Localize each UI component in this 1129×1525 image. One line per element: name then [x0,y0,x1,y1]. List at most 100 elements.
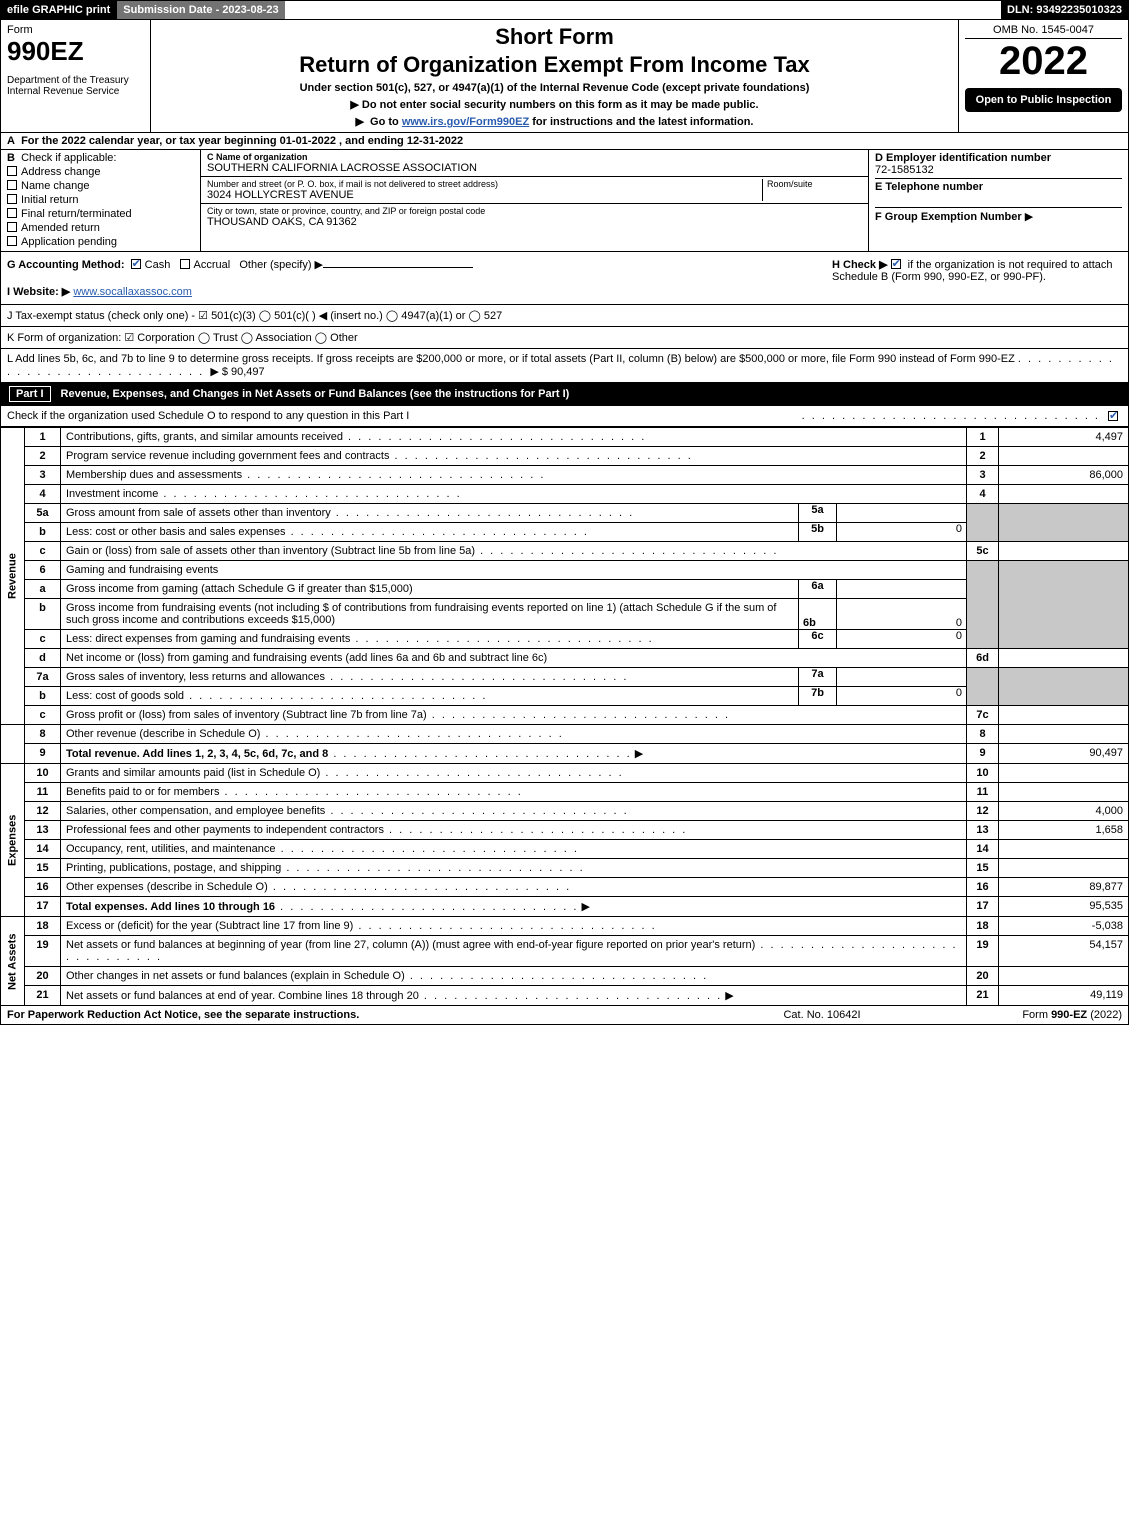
l6-num: 6 [25,561,61,580]
l6-desc: Gaming and fundraising events [61,561,967,580]
l6c-num: c [25,630,61,649]
l7a-ia [836,668,966,686]
part1-table: Revenue 1 Contributions, gifts, grants, … [0,427,1129,1006]
l19-box: 19 [967,936,999,967]
l7b-ia: 0 [836,687,966,705]
c-name-row: C Name of organization SOUTHERN CALIFORN… [201,150,868,177]
l13-num: 13 [25,821,61,840]
c-city-label: City or town, state or province, country… [207,206,862,216]
checkbox-address-change[interactable] [7,166,17,176]
top-bar: efile GRAPHIC print Submission Date - 20… [0,0,1129,20]
l6b-ib: 6b [798,599,836,629]
l7a-num: 7a [25,668,61,687]
dots-icon [405,970,708,982]
l2-box: 2 [967,447,999,466]
l1-amt: 4,497 [999,428,1129,447]
checkbox-schedule-o[interactable] [1108,411,1118,421]
checkbox-name-change[interactable] [7,180,17,190]
g-cash: Cash [145,259,171,271]
l6a-num: a [25,580,61,599]
l14-num: 14 [25,840,61,859]
l7c-box: 7c [967,706,999,725]
c-city-row: City or town, state or province, country… [201,204,868,230]
website-link[interactable]: www.socallaxassoc.com [73,286,192,298]
l12-box: 12 [967,802,999,821]
part1-header: Part I Revenue, Expenses, and Changes in… [0,383,1129,406]
irs-link[interactable]: www.irs.gov/Form990EZ [402,116,529,128]
l21-amt: 49,119 [999,986,1129,1006]
l10-desc: Grants and similar amounts paid (list in… [66,767,320,779]
part1-label: Part I [9,386,51,402]
checkbox-h[interactable] [891,259,901,269]
f-arrow: ▶ [1025,211,1033,223]
l2-amt [999,447,1129,466]
dots-icon [343,431,646,443]
dln-label: DLN: 93492235010323 [1001,1,1128,19]
l14-desc: Occupancy, rent, utilities, and maintena… [66,843,276,855]
shade-6a [999,561,1129,649]
section-k: K Form of organization: ☑ Corporation ◯ … [0,327,1129,349]
checkbox-accrual[interactable] [180,259,190,269]
l10-box: 10 [967,764,999,783]
section-b: B Check if applicable: Address change Na… [1,150,201,251]
l12-desc: Salaries, other compensation, and employ… [66,805,325,817]
l19-amt: 54,157 [999,936,1129,967]
l19-desc: Net assets or fund balances at beginning… [66,939,755,951]
warn2-tail: for instructions and the latest informat… [532,116,753,128]
form-header: Form 990EZ Department of the Treasury In… [0,20,1129,133]
dots-icon [325,671,628,683]
footer-mid: Cat. No. 10642I [722,1009,922,1021]
l20-box: 20 [967,967,999,986]
l9-box: 9 [967,744,999,764]
ein-value: 72-1585132 [875,164,934,176]
part1-dots [802,410,1100,422]
l8-amt [999,725,1129,744]
l6c-ib: 6c [798,630,836,648]
l5a-ia [836,504,966,522]
dots-icon [384,824,687,836]
arrow-icon [356,116,367,128]
b-item-4: Amended return [21,222,100,234]
efile-label: efile GRAPHIC print [1,1,116,19]
l1-box: 1 [967,428,999,447]
l16-desc: Other expenses (describe in Schedule O) [66,881,268,893]
checkbox-amended-return[interactable] [7,222,17,232]
dots-icon [389,450,692,462]
dots-icon [275,901,578,913]
l20-num: 20 [25,967,61,986]
l5a-num: 5a [25,504,61,523]
l18-amt: -5,038 [999,917,1129,936]
l12-num: 12 [25,802,61,821]
org-name: SOUTHERN CALIFORNIA LACROSSE ASSOCIATION [207,162,862,174]
checkbox-cash[interactable] [131,259,141,269]
l10-amt [999,764,1129,783]
dots-icon [219,786,522,798]
d-label: D Employer identification number [875,152,1051,164]
l5b-ib: 5b [798,523,836,541]
h-label: H Check ▶ [832,259,888,271]
l2-desc: Program service revenue including govern… [66,450,389,462]
l7a-ib: 7a [798,668,836,686]
l6d-box: 6d [967,649,999,668]
checkbox-initial-return[interactable] [7,194,17,204]
footer-left: For Paperwork Reduction Act Notice, see … [7,1009,722,1021]
l5a-ib: 5a [798,504,836,522]
l11-box: 11 [967,783,999,802]
l11-num: 11 [25,783,61,802]
l3-num: 3 [25,466,61,485]
checkbox-final-return[interactable] [7,208,17,218]
l4-box: 4 [967,485,999,504]
shade-5 [967,504,999,542]
b-item-1: Name change [21,180,90,192]
l7c-num: c [25,706,61,725]
checkbox-application-pending[interactable] [7,236,17,246]
header-left: Form 990EZ Department of the Treasury In… [1,20,151,132]
l6b-desc: Gross income from fundraising events (no… [66,602,776,626]
l2-num: 2 [25,447,61,466]
l21-desc: Net assets or fund balances at end of ye… [66,990,419,1002]
b-item-3: Final return/terminated [21,208,132,220]
e-label: E Telephone number [875,181,983,193]
dots-icon [260,728,563,740]
l15-num: 15 [25,859,61,878]
l7c-amt [999,706,1129,725]
